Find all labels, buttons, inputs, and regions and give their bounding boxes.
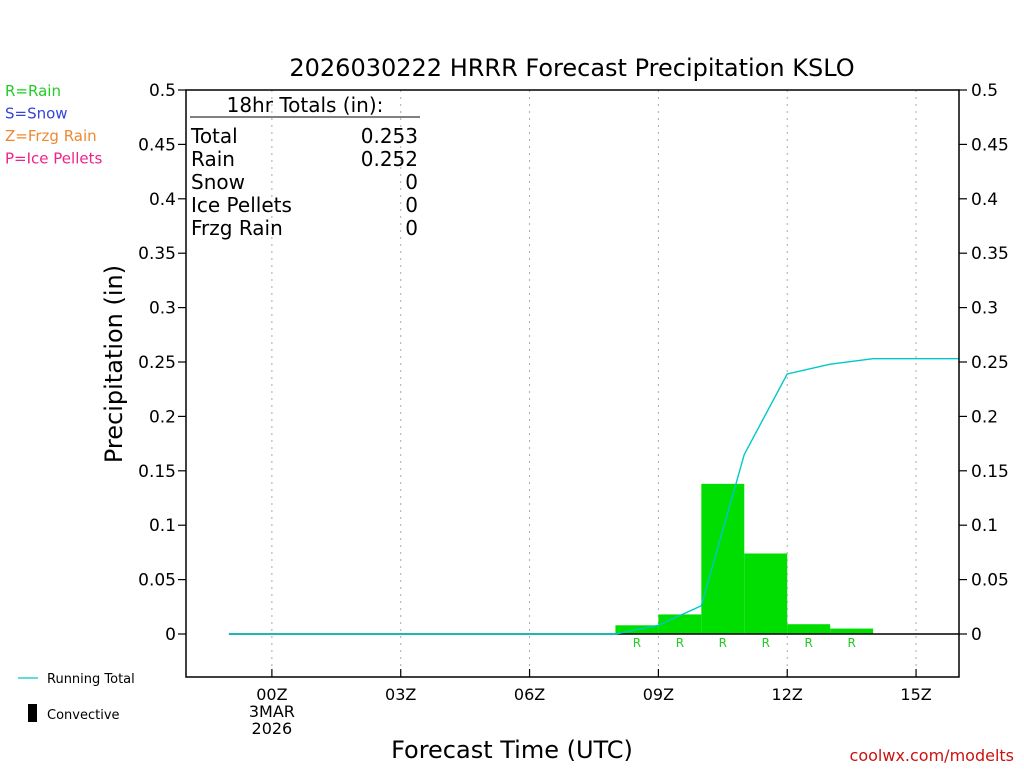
precip-bar-15: [830, 628, 874, 634]
right-y-tick-label-9: 0.45: [971, 135, 1009, 155]
precip-type-mark-13: R: [762, 636, 770, 650]
type-legend-item-3: P=Ice Pellets: [5, 150, 102, 168]
left-y-tick-label-5: 0.25: [138, 353, 176, 373]
right-y-tick-label-6: 0.3: [971, 299, 998, 319]
type-legend-item-2: Z=Frzg Rain: [5, 127, 97, 145]
precip-type-mark-11: R: [676, 636, 684, 650]
convective-legend-swatch: [28, 704, 37, 722]
precip-type-legend: R=Rain S=Snow Z=Frzg Rain P=Ice Pellets: [5, 82, 102, 168]
running-total-legend-label: Running Total: [47, 672, 135, 687]
precip-bar-12: [701, 483, 745, 634]
left-y-tick-label-3: 0.15: [138, 462, 176, 482]
x-tick-label-3-0: 09Z: [643, 685, 674, 704]
totals-label-3: Ice Pellets: [191, 193, 292, 217]
grid-lines: [271, 90, 917, 677]
left-y-tick-label-4: 0.2: [149, 407, 176, 427]
left-y-tick-label-6: 0.3: [149, 299, 176, 319]
bar-layer: [228, 483, 959, 635]
x-tick-label-1-0: 03Z: [385, 685, 416, 704]
chart-title: 2026030222 HRRR Forecast Precipitation K…: [289, 54, 854, 82]
x-tick-label-0-0: 00Z: [256, 685, 287, 704]
left-y-tick-label-10: 0.5: [149, 81, 176, 101]
x-tick-label-5-0: 15Z: [900, 685, 931, 704]
precip-type-mark-10: R: [633, 636, 641, 650]
totals-label-4: Frzg Rain: [191, 216, 283, 240]
credit-text: coolwx.com/modelts: [850, 746, 1014, 765]
totals-heading: 18hr Totals (in):: [227, 93, 384, 117]
left-y-tick-label-0: 0: [165, 625, 176, 645]
convective-legend-label: Convective: [47, 708, 120, 723]
left-y-tick-label-8: 0.4: [149, 190, 176, 210]
totals-label-1: Rain: [191, 147, 235, 171]
right-y-tick-label-0: 0: [971, 625, 982, 645]
x-tick-label-2-0: 06Z: [514, 685, 545, 704]
right-y-tick-label-2: 0.1: [971, 516, 998, 536]
totals-value-3: 0: [405, 193, 418, 217]
totals-value-2: 0: [405, 170, 418, 194]
precip-type-mark-12: R: [719, 636, 727, 650]
left-y-tick-label-2: 0.1: [149, 516, 176, 536]
x-axis-label: Forecast Time (UTC): [391, 736, 633, 764]
right-y-tick-label-3: 0.15: [971, 462, 1009, 482]
right-y-tick-label-1: 0.05: [971, 571, 1009, 591]
y-axis-label: Precipitation (in): [100, 265, 128, 463]
totals-value-0: 0.253: [361, 124, 418, 148]
right-y-tick-label-4: 0.2: [971, 407, 998, 427]
right-y-tick-label-10: 0.5: [971, 81, 998, 101]
precip-bar-14: [787, 624, 831, 634]
totals-label-2: Snow: [191, 170, 245, 194]
precip-bar-13: [744, 553, 788, 634]
left-y-tick-label-7: 0.35: [138, 244, 176, 264]
precip-type-mark-14: R: [805, 636, 813, 650]
left-y-tick-label-1: 0.05: [138, 571, 176, 591]
running-total-line: [228, 358, 959, 635]
x-tick-label-4-0: 12Z: [772, 685, 803, 704]
right-y-tick-label-5: 0.25: [971, 353, 1009, 373]
x-tick-label-0-2: 2026: [252, 719, 293, 738]
type-legend-item-0: R=Rain: [5, 82, 61, 100]
left-y-tick-label-9: 0.45: [138, 135, 176, 155]
x-tick-label-0-1: 3MAR: [249, 702, 295, 721]
precip-type-mark-15: R: [847, 636, 855, 650]
precip-bar-11: [658, 614, 702, 634]
plot-frame: [185, 89, 960, 678]
left-y-axis: 0 0.05 0.1 0.15 0.2 0.25 0.3 0.35 0.4 0.45 0.5: [138, 81, 186, 645]
totals-label-0: Total: [190, 124, 238, 148]
running-total-layer: [228, 358, 959, 635]
type-legend-item-1: S=Snow: [5, 105, 68, 123]
right-y-axis: 0 0.05 0.1 0.15 0.2 0.25 0.3 0.35 0.4 0.45 0.5: [959, 81, 1009, 645]
totals-box: 18hr Totals (in): Total 0.253 Rain 0.252 Sno…: [190, 93, 420, 240]
totals-value-4: 0: [405, 216, 418, 240]
bottom-legend: Running Total Convective: [18, 672, 135, 723]
totals-value-1: 0.252: [361, 147, 418, 171]
right-y-tick-label-8: 0.4: [971, 190, 998, 210]
totals-rows: Total 0.253 Rain 0.252 Snow 0 Ice Pellets 0 Frzg…: [190, 124, 418, 240]
right-y-tick-label-7: 0.35: [971, 244, 1009, 264]
